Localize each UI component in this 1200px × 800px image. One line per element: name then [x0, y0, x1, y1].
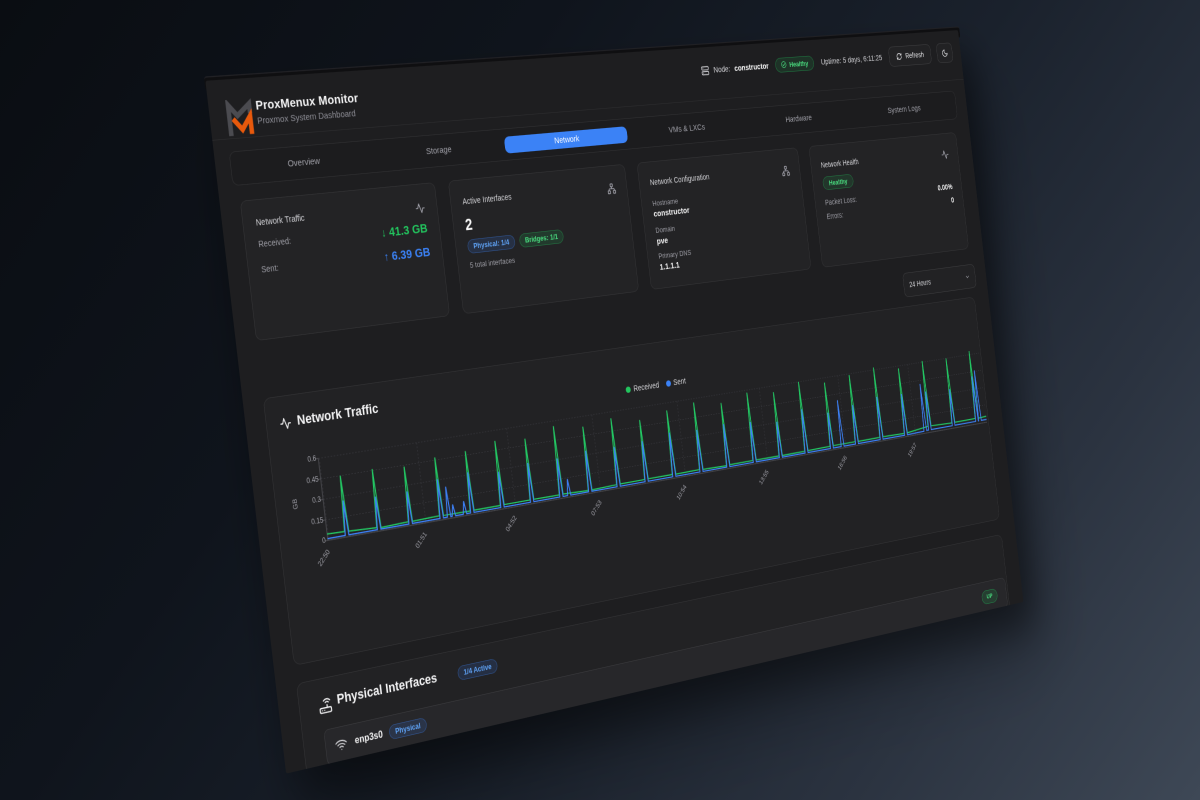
- svg-text:13:55: 13:55: [758, 469, 770, 487]
- svg-text:16:56: 16:56: [837, 454, 848, 471]
- svg-text:0.3: 0.3: [312, 496, 322, 506]
- svg-text:07:53: 07:53: [590, 499, 603, 518]
- svg-text:19:57: 19:57: [907, 442, 918, 459]
- svg-text:0.45: 0.45: [306, 475, 319, 485]
- svg-text:01:51: 01:51: [414, 531, 428, 550]
- svg-text:0.6: 0.6: [307, 455, 317, 465]
- svg-text:10:54: 10:54: [675, 483, 687, 501]
- svg-text:0.15: 0.15: [311, 516, 324, 526]
- svg-text:0: 0: [322, 537, 326, 546]
- svg-text:22:50: 22:50: [317, 548, 332, 568]
- svg-text:04:52: 04:52: [505, 514, 519, 533]
- svg-text:GB: GB: [291, 498, 299, 510]
